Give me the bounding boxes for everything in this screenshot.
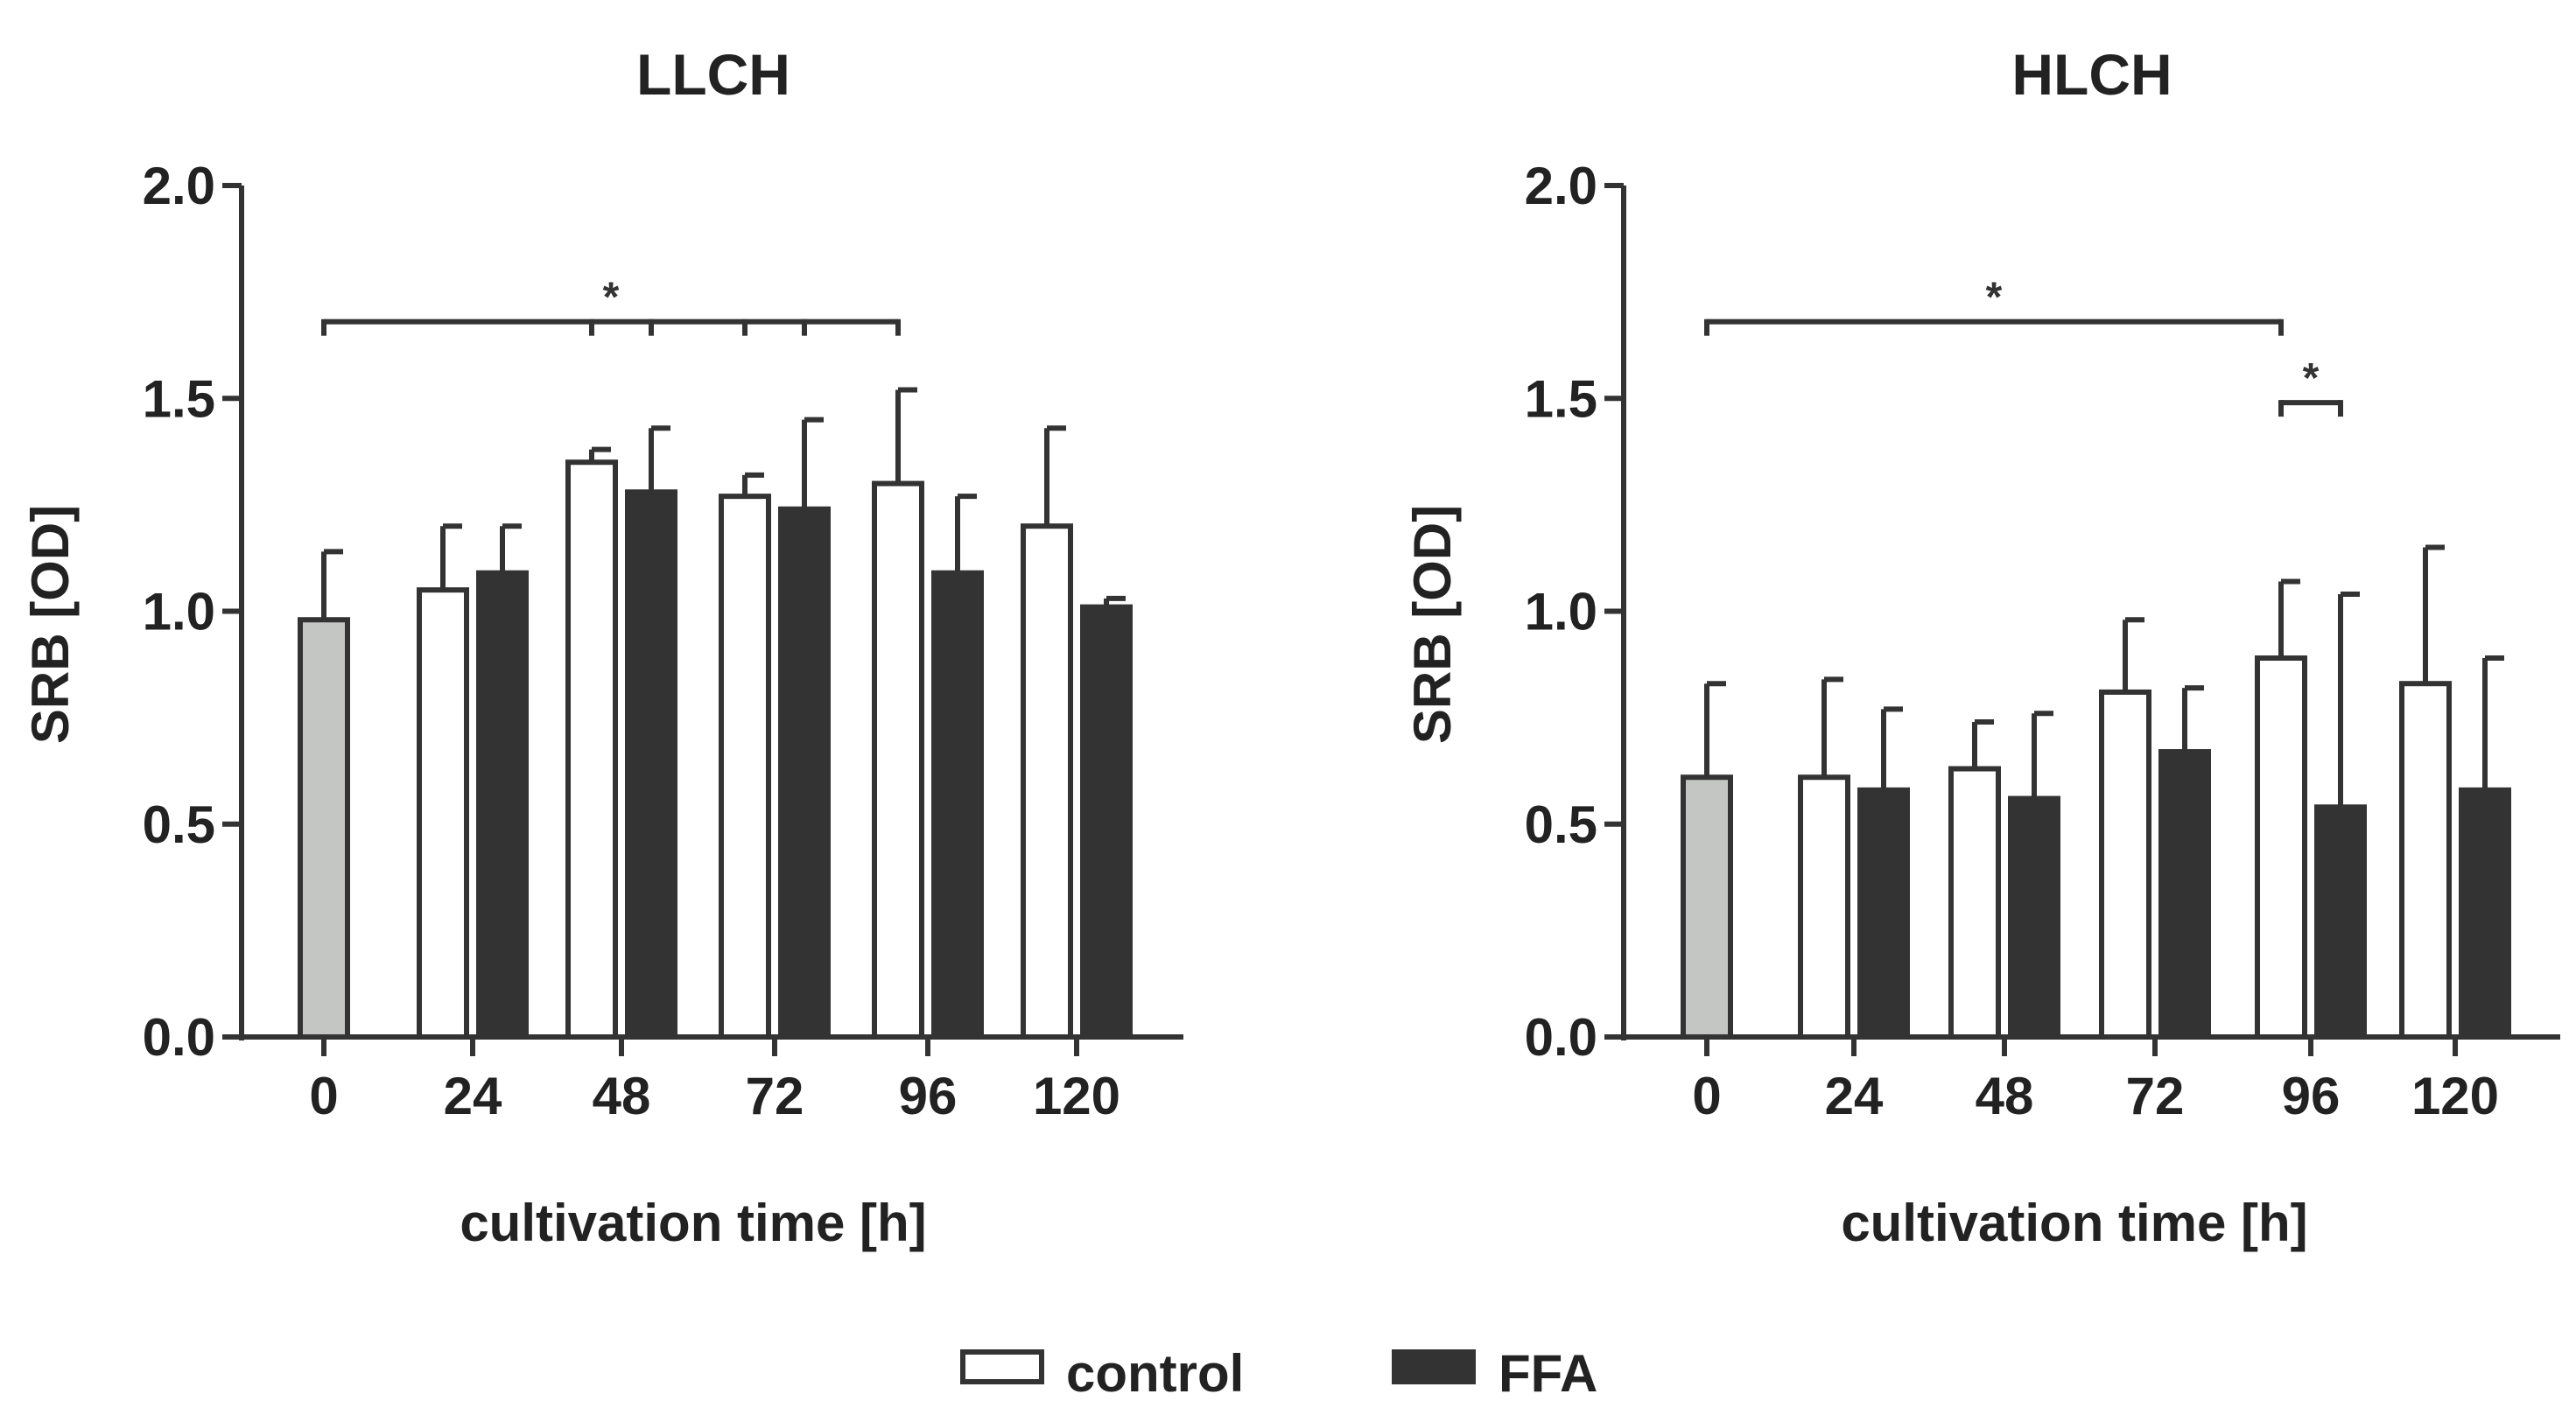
bar-ffa [2008,795,2060,1040]
y-tick-label: 0.0 [143,1008,215,1067]
chart-llch: LLCH 0.0 0.5 1.0 1.5 2.0 0 24 48 72 96 120 cultivati… [21,42,1183,1252]
y-tick-label: 1.5 [1525,369,1597,428]
bar-control [2099,689,2151,1040]
bar-ffa [1080,604,1133,1040]
y-axis-title: SRB [OD] [1403,505,1462,744]
x-tick-label: 120 [1033,1067,1120,1125]
legend-label-control: control [1066,1344,1244,1403]
bar-ffa [2459,787,2511,1040]
bar-ffa [625,489,677,1040]
bar-ffa [778,506,831,1040]
significance-star: * [2303,355,2320,402]
bar-control [1948,766,2001,1040]
legend: control FFA [960,1344,1597,1403]
x-tick-label: 24 [444,1067,502,1125]
bar-control [417,587,469,1040]
chart-hlch: HLCH 0.0 0.5 1.0 1.5 2.0 0 24 48 72 96 120 cultivati… [1403,42,2560,1252]
legend-swatch-ffa [1392,1349,1476,1384]
bar-control [719,494,771,1040]
y-tick-label: 1.0 [1525,583,1597,641]
legend-swatch-control [960,1349,1044,1384]
x-tick-label: 72 [2126,1067,2185,1125]
legend-label-ffa: FFA [1499,1344,1597,1403]
x-tick-label: 0 [1692,1067,1721,1125]
bar-ffa [2158,749,2211,1040]
x-tick-label: 96 [899,1067,958,1125]
x-tick-label: 120 [2411,1067,2499,1125]
x-axis-title: cultivation time [h] [1841,1194,2307,1252]
bar-ffa [476,570,529,1040]
x-tick-label: 48 [1976,1067,2034,1125]
y-axis-title: SRB [OD] [21,505,80,744]
y-tick-label: 0.5 [143,795,215,854]
x-tick-label: 72 [746,1067,804,1125]
x-tick-label: 0 [309,1067,338,1125]
x-tick-label: 24 [1825,1067,1884,1125]
bar-control [1021,523,1073,1040]
y-tick-label: 2.0 [143,157,215,215]
bar-ffa [2314,804,2367,1040]
bar-control [872,480,924,1040]
y-tick-label: 0.0 [1525,1008,1597,1067]
bar-ffa [931,570,984,1040]
bar-control [1798,774,1850,1040]
chart-title: LLCH [636,42,790,107]
y-tick-label: 0.5 [1525,795,1597,854]
y-tick-label: 2.0 [1525,157,1597,215]
bar-baseline [1681,774,1733,1040]
chart-title: HLCH [2011,42,2172,107]
bar-control [565,459,618,1040]
bar-control [2399,681,2452,1040]
x-tick-label: 96 [2282,1067,2341,1125]
significance-star: * [603,275,620,321]
bar-baseline [298,617,350,1040]
significance-star: * [1986,275,2003,321]
x-tick-label: 48 [593,1067,651,1125]
x-axis-title: cultivation time [h] [460,1194,926,1252]
bar-ffa [1857,787,1910,1040]
y-tick-label: 1.0 [143,583,215,641]
bar-control [2255,655,2307,1040]
y-tick-label: 1.5 [143,369,215,428]
